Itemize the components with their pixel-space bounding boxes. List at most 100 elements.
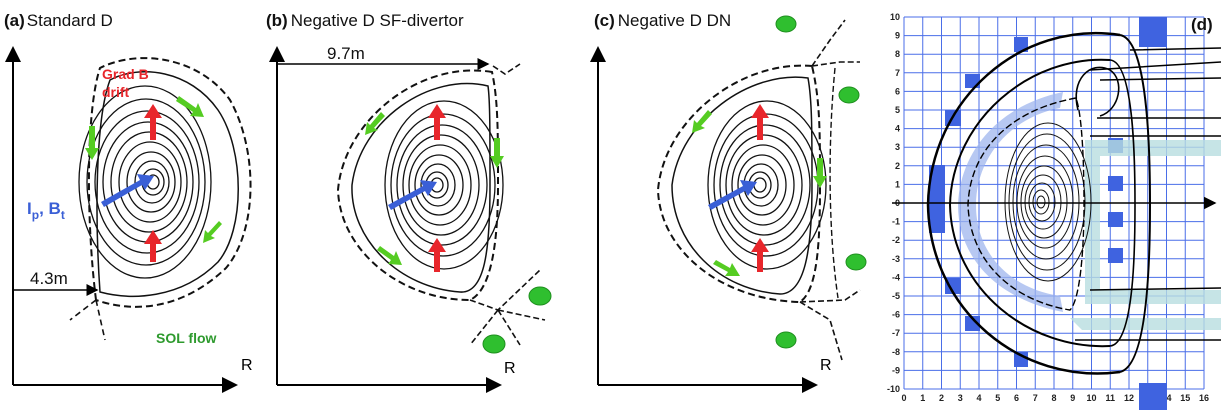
red-arrow-icon [751,104,769,140]
y-tick-label: -10 [887,384,900,394]
coil [929,165,945,233]
green-arrow-icon [377,246,402,265]
svg-text:(b)Negative D SF-divertor: (b) Negative D SF-divertor [266,11,464,30]
coil [1139,17,1167,47]
y-tick-label: 3 [895,142,900,152]
green-blob-icon [845,253,867,271]
y-tick-label: 4 [895,124,900,134]
ip-label: I [27,199,32,218]
panel-b-outer-leg [492,63,521,75]
panel-d-flux-surfaces [1004,122,1092,282]
ip-arrow-icon [101,174,154,207]
sol-flow-label: SOL flow [156,330,217,346]
bt-label: , B [39,199,61,218]
green-blob-icon [528,286,552,306]
x-tick-label: 8 [1051,393,1056,403]
y-tick-label: -7 [892,328,900,338]
panel-c-outer-sol [829,67,839,299]
ip-sub: p [32,208,39,222]
x-tick-label: 1 [920,393,925,403]
panel-b: (b) Negative D SF-divertor R 9.7m [266,11,552,393]
y-tick-label: 7 [895,68,900,78]
panel-c-title: Negative D DN [618,11,731,30]
y-tick-label: 6 [895,86,900,96]
coil [1108,212,1123,227]
red-arrow-icon [428,104,446,140]
green-blob-icon [775,15,797,33]
ip-arrow-icon [708,180,757,210]
x-tick-label: 3 [958,393,963,403]
y-tick-label: -5 [892,291,900,301]
panel-d-coils [929,17,1167,410]
grad-b-label-line1: Grad B [102,66,149,82]
panel-c-letter: (c) [594,11,615,30]
y-tick-label: -6 [892,310,900,320]
green-blob-icon [838,86,860,104]
y-tick-label: -2 [892,235,900,245]
panel-d-y-ticks: 109876543210-1-2-3-4-5-6-7-8-9-10 [887,12,900,394]
coil [1014,37,1028,52]
panel-d: 109876543210-1-2-3-4-5-6-7-8-9-10 012345… [880,0,1221,410]
panel-b-separatrix [336,69,500,302]
coil [945,278,961,294]
panel-b-letter: (b) [266,11,288,30]
panel-b-axis-r: R [504,360,516,377]
panel-d-separatrix [967,97,1085,311]
coil [1139,383,1167,410]
red-arrow-icon [428,238,446,272]
panel-c: (c) Negative D DN R [590,11,867,393]
panel-a: (a) Standard D R 4.3m Grad B drift Ip, Bt [4,11,253,393]
green-blob-icon [482,334,506,354]
y-tick-label: 5 [895,105,900,115]
panel-c-axis-r: R [820,357,832,374]
x-tick-label: 11 [1105,393,1115,403]
svg-text:(c)Negative D DN: (c) Negative D DN [594,11,731,30]
green-arrow-icon [176,96,204,117]
y-tick-label: -1 [892,217,900,227]
x-tick-label: 0 [901,393,906,403]
panel-a-title: Standard D [27,11,113,30]
panel-b-dim: 9.7m [327,44,365,63]
x-tick-label: 9 [1070,393,1075,403]
coil [1108,248,1123,263]
panel-b-title: Negative D SF-divertor [291,11,464,30]
y-tick-label: -9 [892,365,900,375]
red-arrow-icon [144,230,162,262]
y-tick-label: 8 [895,49,900,59]
y-tick-label: 1 [895,179,900,189]
panel-b-snowflake-legs [469,269,546,346]
panel-d-cyan-band-lower [1070,318,1221,330]
panel-d-letter: (d) [1191,15,1213,34]
green-arrow-icon [365,112,385,135]
red-arrow-icon [144,104,162,140]
svg-text:(a)Standard D: (a) Standard D [4,11,113,30]
red-arrow-icon [751,238,769,272]
panel-a-axis-r: R [241,357,253,374]
panel-b-flux-surfaces [351,82,504,293]
panel-d-cyan-band [1085,140,1221,304]
panel-a-divertor-legs [69,299,106,341]
x-tick-label: 6 [1014,393,1019,403]
y-tick-label: -3 [892,254,900,264]
bt-sub: t [61,208,65,222]
x-tick-label: 4 [976,393,981,403]
x-tick-label: 10 [1086,393,1096,403]
green-arrow-icon [692,110,712,133]
panel-a-dim: 4.3m [30,269,68,288]
green-arrow-icon [713,260,740,276]
y-tick-label: -8 [892,347,900,357]
green-arrow-icon [813,158,827,188]
y-tick-label: 9 [895,31,900,41]
green-arrow-icon [490,138,504,168]
panel-a-letter: (a) [4,11,25,30]
y-tick-label: 10 [890,12,900,22]
green-blob-icon [775,331,797,349]
green-arrow-icon [85,126,99,160]
ip-arrow-icon [388,180,437,210]
grad-b-label-line2: drift [102,84,130,100]
green-arrow-icon [203,221,222,243]
x-tick-label: 15 [1180,393,1190,403]
ip-bt-label: Ip, Bt [27,199,65,222]
panel-a-flux-surfaces [78,71,239,297]
